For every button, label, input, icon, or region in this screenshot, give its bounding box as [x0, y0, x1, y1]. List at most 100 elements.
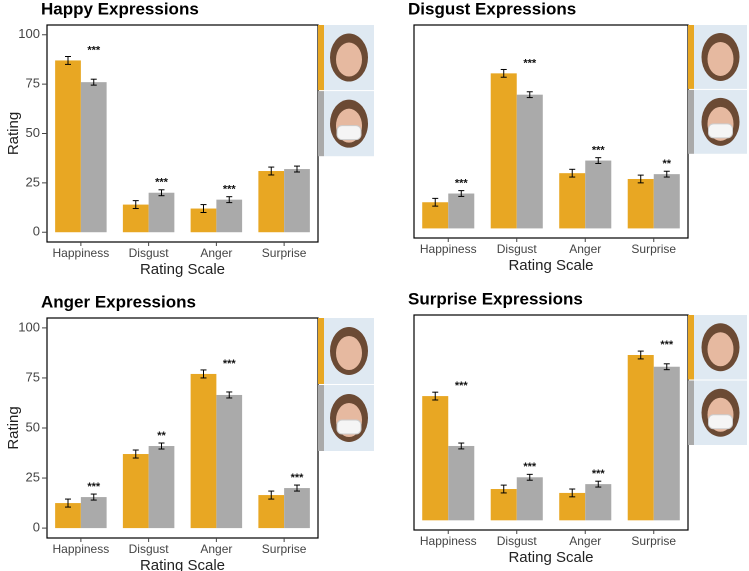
error-bar — [90, 493, 97, 501]
condition-strip — [318, 91, 324, 157]
bar — [148, 192, 175, 233]
bar — [516, 477, 543, 521]
bar — [216, 199, 243, 233]
bar — [653, 174, 680, 229]
significance-label: *** — [223, 184, 237, 196]
face — [336, 42, 362, 77]
bar — [216, 394, 243, 529]
y-tick-label: 0 — [33, 520, 40, 535]
error-bar — [226, 196, 233, 204]
significance-label: *** — [455, 177, 469, 189]
bar — [585, 160, 612, 229]
error-bar — [200, 204, 207, 213]
panel-title: Surprise Expressions — [408, 289, 583, 308]
significance-label: *** — [592, 468, 606, 480]
panel-title: Disgust Expressions — [408, 0, 576, 18]
error-bar — [663, 363, 670, 371]
x-tick-label: Disgust — [129, 542, 170, 556]
x-axis-label: Rating Scale — [140, 261, 225, 278]
bar — [284, 169, 310, 233]
condition-strip — [318, 385, 324, 451]
x-tick-label: Anger — [200, 542, 232, 556]
x-tick-label: Happiness — [53, 246, 110, 260]
bar — [516, 94, 543, 229]
x-axis-label: Rating Scale — [508, 549, 593, 566]
x-axis-label: Rating Scale — [140, 557, 225, 571]
y-tick-label: 100 — [18, 26, 40, 41]
y-tick-label: 50 — [26, 125, 40, 140]
x-tick-label: Happiness — [420, 242, 477, 256]
y-tick-label: 0 — [33, 224, 40, 239]
error-bar — [158, 442, 165, 450]
x-tick-label: Anger — [569, 534, 601, 548]
error-bar — [90, 78, 97, 86]
face — [707, 332, 734, 367]
bar — [190, 208, 217, 233]
error-bar — [500, 68, 507, 78]
error-bar — [595, 157, 602, 164]
bar — [80, 497, 107, 529]
x-tick-label: Disgust — [497, 242, 538, 256]
x-tick-label: Anger — [569, 242, 601, 256]
error-bar — [432, 391, 439, 401]
x-tick-label: Surprise — [262, 246, 307, 260]
condition-strip — [688, 380, 694, 445]
condition-strip — [688, 315, 694, 380]
significance-label: *** — [523, 461, 537, 473]
significance-label: *** — [155, 177, 169, 189]
y-tick-label: 100 — [18, 319, 40, 334]
error-bar — [432, 197, 439, 207]
error-bar — [268, 490, 275, 500]
y-tick-label: 75 — [26, 369, 40, 384]
bar — [55, 60, 81, 233]
error-bar — [226, 391, 233, 399]
bar — [284, 488, 310, 529]
bar — [559, 173, 586, 229]
bar — [122, 204, 149, 233]
significance-label: ** — [662, 158, 671, 170]
significance-label: *** — [291, 472, 305, 484]
error-bar — [293, 165, 300, 173]
x-tick-label: Happiness — [420, 534, 477, 548]
bar — [448, 445, 475, 521]
bar — [627, 355, 654, 521]
error-bar — [458, 190, 465, 197]
bar — [258, 495, 285, 529]
error-bar — [526, 91, 533, 99]
error-bar — [526, 473, 533, 481]
mask — [708, 414, 733, 430]
error-bar — [595, 480, 602, 488]
condition-strip — [318, 25, 324, 91]
condition-strip — [318, 318, 324, 384]
mask — [336, 419, 362, 435]
panel-title: Anger Expressions — [41, 292, 196, 311]
y-tick-label: 25 — [26, 174, 40, 189]
error-bar — [569, 168, 576, 178]
bar — [190, 373, 217, 529]
x-tick-label: Surprise — [262, 542, 307, 556]
error-bar — [663, 170, 670, 178]
condition-strip — [688, 25, 694, 89]
face — [707, 41, 734, 76]
significance-label: *** — [87, 481, 101, 493]
bar — [422, 396, 449, 521]
y-tick-label: 75 — [26, 76, 40, 91]
bar — [148, 446, 175, 529]
mask — [336, 125, 362, 141]
significance-label: *** — [455, 380, 469, 392]
condition-strip — [688, 89, 694, 154]
bar — [490, 489, 517, 521]
x-tick-label: Surprise — [631, 242, 676, 256]
panel-title: Happy Expressions — [41, 0, 199, 18]
error-bar — [65, 498, 72, 508]
error-bar — [293, 484, 300, 492]
bar — [122, 454, 149, 529]
y-axis-label: Rating — [5, 112, 22, 155]
y-tick-label: 50 — [26, 419, 40, 434]
bar — [559, 492, 586, 521]
bar — [653, 366, 680, 521]
x-tick-label: Happiness — [53, 542, 110, 556]
bar — [627, 178, 654, 229]
error-bar — [132, 449, 139, 459]
